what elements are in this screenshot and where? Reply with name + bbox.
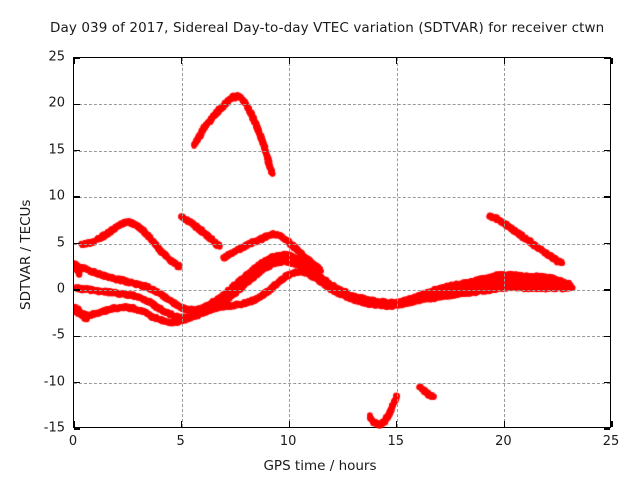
y-axis-tick-label: 15 — [48, 142, 65, 158]
gridline-horizontal — [74, 150, 610, 152]
x-axis-tick — [180, 421, 183, 427]
y-axis-tick — [74, 335, 80, 337]
gridline-horizontal — [74, 104, 610, 106]
y-axis-tick — [74, 196, 80, 198]
y-axis-tick — [604, 428, 610, 430]
y-axis-tick — [604, 57, 610, 59]
y-axis-tick — [604, 289, 610, 291]
y-axis-tick — [604, 242, 610, 245]
chart-title: Day 039 of 2017, Sidereal Day-to-day VTE… — [50, 20, 605, 36]
y-axis-tick-label: 20 — [48, 95, 65, 111]
x-axis-tick — [288, 58, 290, 64]
x-axis-tick — [73, 421, 75, 427]
gridline-vertical — [396, 58, 398, 427]
x-axis-tick — [611, 421, 613, 427]
x-axis-tick — [503, 58, 506, 64]
x-axis-tick — [611, 58, 613, 64]
plot-area — [73, 57, 613, 430]
y-axis-tick-label: 5 — [56, 235, 65, 250]
y-axis-tick — [74, 150, 80, 152]
x-axis-tick-label: 10 — [279, 434, 297, 449]
x-axis-tick-label: 5 — [176, 434, 185, 449]
y-axis-tick — [74, 428, 80, 430]
y-axis-tick-label: -10 — [43, 374, 65, 390]
x-axis-tick-label: 20 — [495, 434, 512, 449]
gridline-vertical — [289, 58, 291, 427]
y-axis-tick-label: -15 — [43, 420, 65, 436]
y-axis-tick-label: -5 — [52, 327, 65, 343]
x-axis-tick-label: 15 — [387, 434, 405, 449]
x-axis-tick-label: 0 — [68, 434, 78, 449]
y-axis-tick-label: 10 — [48, 188, 65, 204]
gridline-horizontal — [74, 197, 610, 199]
x-axis-tick — [396, 421, 398, 427]
x-axis-tick — [180, 58, 183, 64]
x-axis-tick — [73, 58, 75, 64]
y-axis-tick — [74, 289, 80, 291]
y-axis-tick-label: 0 — [56, 281, 65, 297]
gridline-horizontal — [74, 382, 610, 384]
gridline-horizontal — [74, 243, 610, 245]
y-axis-tick — [604, 150, 610, 152]
x-axis-tick — [503, 421, 506, 427]
y-axis-tick — [604, 196, 610, 198]
y-axis-tick — [74, 103, 80, 106]
gridline-horizontal — [74, 336, 610, 338]
y-axis-tick — [74, 242, 80, 245]
y-axis-tick — [604, 381, 610, 384]
gridline-vertical — [504, 58, 506, 427]
y-axis-tick — [604, 335, 610, 337]
x-axis-tick — [396, 58, 398, 64]
y-axis-tick-label: 25 — [48, 49, 65, 65]
x-axis-title: GPS time / hours — [263, 458, 377, 474]
x-axis-tick — [288, 421, 290, 427]
y-axis-tick — [74, 57, 80, 59]
y-axis-tick — [74, 381, 80, 384]
gridline-horizontal — [74, 289, 610, 291]
gridline-vertical — [181, 58, 183, 427]
x-axis-tick-label: 25 — [602, 434, 620, 449]
y-axis-tick — [604, 103, 610, 106]
